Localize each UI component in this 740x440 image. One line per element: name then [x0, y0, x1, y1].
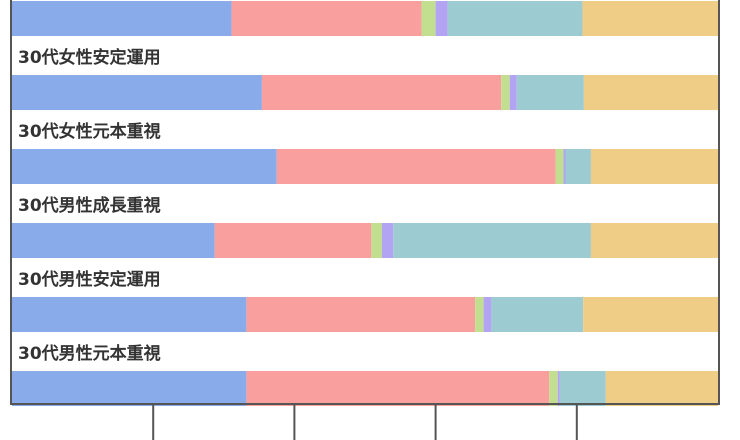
bar-segment-row4-s3: [483, 297, 492, 332]
bar-segment-row2-s2: [555, 149, 564, 184]
category-label: 30代男性安定運用: [18, 269, 161, 290]
category-label: 30代男性成長重視: [18, 195, 161, 216]
bar-segment-row1-s5: [583, 75, 718, 110]
bar-segment-row4-s2: [475, 297, 484, 332]
bar-segment-row4-s5: [583, 297, 718, 332]
bar-segment-row3-s0: [12, 223, 215, 258]
bar-segment-row3-s4: [393, 223, 591, 258]
bar-segment-row0-s3: [435, 1, 448, 36]
bars-layer: [12, 1, 718, 406]
bar-segment-row2-s1: [276, 149, 556, 184]
bar-segment-row4-s1: [246, 297, 476, 332]
bar-segment-row5-s0: [12, 371, 247, 406]
bar-segment-row5-s5: [605, 371, 718, 406]
labels-layer: 30代女性安定運用 30代女性元本重視 30代男性成長重視 30代男性安定運用 30代男…: [18, 47, 161, 364]
bar-segment-row0-s1: [231, 1, 422, 36]
bar-segment-row3-s2: [371, 223, 382, 258]
bar-segment-row0-s4: [447, 1, 583, 36]
category-label: 30代男性元本重視: [18, 343, 161, 364]
category-label: 30代女性安定運用: [18, 47, 161, 68]
bar-segment-row2-s5: [590, 149, 718, 184]
bar-segment-row0-s5: [582, 1, 718, 36]
bar-segment-row5-s1: [246, 371, 550, 406]
bar-segment-row2-s3: [563, 149, 566, 184]
bar-segment-row5-s2: [549, 371, 558, 406]
bar-segment-row1-s3: [509, 75, 517, 110]
plot-frame: [10, 0, 720, 405]
bar-segment-row2-s4: [565, 149, 591, 184]
bar-segment-row0-s2: [421, 1, 436, 36]
bar-segment-row0-s0: [12, 1, 232, 36]
bar-segment-row1-s0: [12, 75, 262, 110]
bar-segment-row4-s0: [12, 297, 247, 332]
bar-segment-row1-s2: [501, 75, 510, 110]
bar-segment-row3-s5: [590, 223, 718, 258]
category-label: 30代女性元本重視: [18, 121, 161, 142]
bar-segment-row3-s3: [381, 223, 394, 258]
bar-segment-row2-s0: [12, 149, 277, 184]
bar-segment-row4-s4: [491, 297, 584, 332]
bar-segment-row5-s3: [557, 371, 560, 406]
x-axis-ticks: [152, 404, 578, 440]
bar-segment-row3-s1: [214, 223, 372, 258]
bar-segment-row5-s4: [559, 371, 606, 406]
bar-segment-row1-s1: [261, 75, 502, 110]
bar-segment-row1-s4: [516, 75, 584, 110]
